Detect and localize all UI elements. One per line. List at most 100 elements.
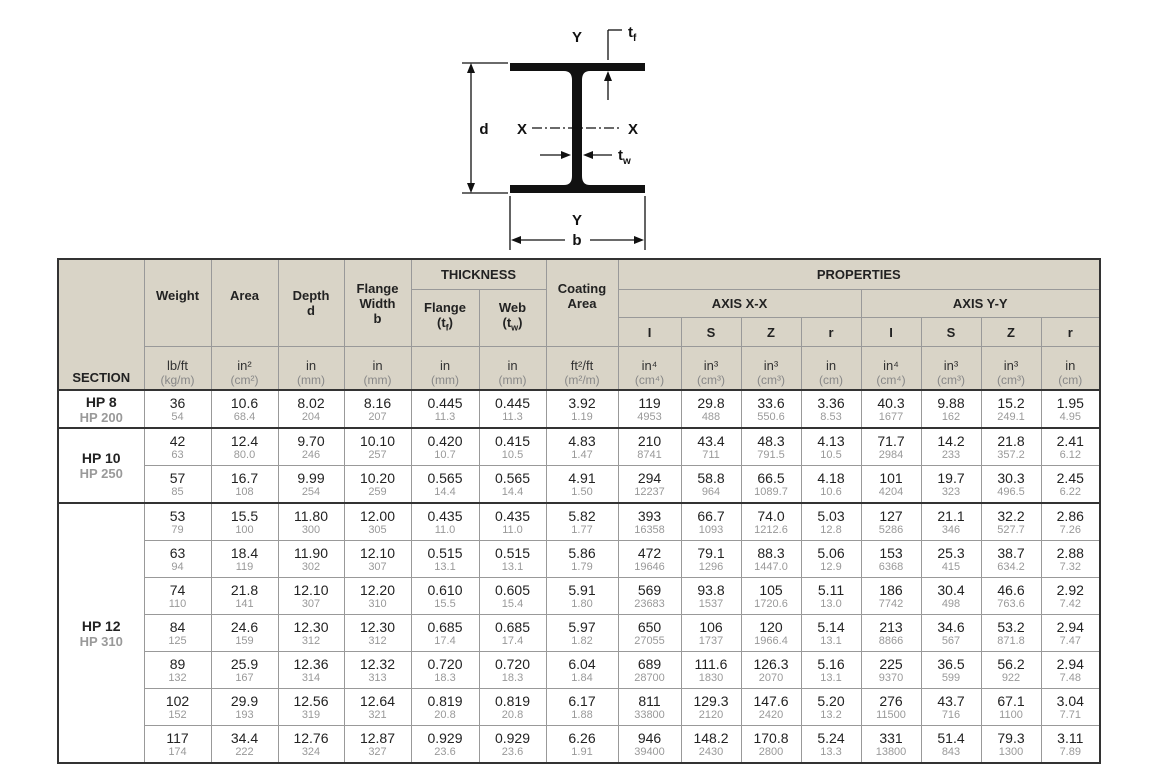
value: 66.7 bbox=[697, 508, 725, 524]
beam-diagram: Y Y X X d b tf tw bbox=[462, 24, 646, 250]
value-metric: 1089.7 bbox=[754, 486, 788, 498]
section-name: HP 10 bbox=[81, 450, 121, 466]
data-cell: 102 152 bbox=[143, 688, 212, 726]
data-cell: 9.88 162 bbox=[920, 389, 982, 429]
data-cell: 225 9370 bbox=[860, 651, 922, 689]
value: 147.6 bbox=[753, 693, 789, 709]
value-metric: 843 bbox=[941, 746, 961, 758]
value-metric: 19646 bbox=[634, 561, 665, 573]
value-metric: 711 bbox=[702, 449, 720, 461]
table-row: 84 125 24.6 159 12.30 312 12.30 312 0.685 17.4 0.6… bbox=[58, 614, 1101, 652]
value-metric: 1737 bbox=[698, 635, 724, 647]
value: 14.2 bbox=[937, 433, 965, 449]
data-cell: 43.4 711 bbox=[680, 427, 742, 466]
value: 811 bbox=[638, 693, 661, 709]
header-cell: S bbox=[920, 317, 982, 347]
data-cell: 0.610 15.5 bbox=[410, 577, 480, 615]
value-metric: 922 bbox=[1001, 672, 1021, 684]
value-metric: 4953 bbox=[637, 411, 662, 423]
unit-cell: in⁴ (cm⁴) bbox=[617, 346, 682, 391]
section-cell: HP 10 HP 250 bbox=[57, 427, 145, 504]
unit-cell: in (cm) bbox=[800, 346, 862, 391]
header-symbol: (tw) bbox=[480, 315, 546, 336]
header-cell: r bbox=[800, 317, 862, 347]
value-metric: 68.4 bbox=[233, 411, 256, 423]
value-metric: 2120 bbox=[698, 709, 724, 721]
data-cell: 89 132 bbox=[143, 651, 212, 689]
data-cell: 0.685 17.4 bbox=[410, 614, 480, 652]
value: 2.92 bbox=[1056, 582, 1084, 598]
value-metric: 13.1 bbox=[434, 561, 456, 573]
value: 89 bbox=[169, 656, 186, 672]
header-cell: Flange (tf) bbox=[410, 289, 480, 347]
unit: lb/ft bbox=[167, 358, 188, 373]
header-text: Coating bbox=[557, 280, 607, 296]
value-metric: 12.8 bbox=[820, 524, 842, 536]
value-metric: 79 bbox=[171, 524, 184, 536]
value-metric: 1.82 bbox=[571, 635, 593, 647]
value-metric: 8741 bbox=[637, 449, 662, 461]
value-metric: 871.8 bbox=[997, 635, 1025, 647]
value: 106 bbox=[699, 619, 723, 635]
value-metric: 2420 bbox=[758, 709, 784, 721]
value: 4.13 bbox=[817, 433, 845, 449]
unit-cell: in² (cm²) bbox=[210, 346, 279, 391]
data-cell: 9.99 254 bbox=[277, 465, 345, 504]
value-metric: 108 bbox=[235, 486, 254, 498]
value: 12.56 bbox=[293, 693, 329, 709]
value-metric: 7.42 bbox=[1059, 598, 1081, 610]
dimension-label: tf bbox=[628, 24, 637, 44]
unit-cell: in (mm) bbox=[478, 346, 547, 391]
data-cell: 66.7 1093 bbox=[680, 502, 742, 541]
value: 12.30 bbox=[293, 619, 329, 635]
value-metric: 8866 bbox=[878, 635, 904, 647]
data-cell: 126.3 2070 bbox=[740, 651, 802, 689]
value: 12.00 bbox=[359, 508, 396, 524]
value-metric: 1966.4 bbox=[754, 635, 788, 647]
data-cell: 11.80 300 bbox=[277, 502, 345, 541]
data-cell: 33.6 550.6 bbox=[740, 389, 802, 429]
unit-cell: ft²/ft (m²/m) bbox=[545, 346, 619, 391]
value: 119 bbox=[638, 395, 661, 411]
value: 6.17 bbox=[568, 693, 596, 709]
data-cell: 2.92 7.42 bbox=[1040, 577, 1101, 615]
value: 0.685 bbox=[494, 619, 531, 635]
header-cell: Z bbox=[740, 317, 802, 347]
value-metric: 307 bbox=[301, 598, 321, 610]
value: 43.4 bbox=[697, 433, 725, 449]
header-text: (t bbox=[436, 315, 446, 331]
value: 2.41 bbox=[1056, 433, 1084, 449]
data-cell: 12.4 80.0 bbox=[210, 427, 279, 466]
data-cell: 74.0 1212.6 bbox=[740, 502, 802, 541]
data-cell: 5.06 12.9 bbox=[800, 540, 862, 578]
header-cell: SECTION bbox=[57, 258, 145, 391]
value: 569 bbox=[637, 582, 662, 598]
header-cell: PROPERTIES bbox=[617, 258, 1101, 290]
data-cell: 3.92 1.19 bbox=[545, 389, 619, 429]
value-metric: 1.88 bbox=[571, 709, 593, 721]
data-cell: 0.565 14.4 bbox=[478, 465, 547, 504]
value: 34.4 bbox=[230, 730, 259, 746]
value-metric: 11.0 bbox=[434, 524, 456, 536]
value-metric: 13.1 bbox=[820, 672, 842, 684]
data-cell: 147.6 2420 bbox=[740, 688, 802, 726]
unit-cell: in⁴ (cm⁴) bbox=[860, 346, 922, 391]
value-metric: 302 bbox=[301, 561, 321, 573]
unit-metric: (cm³) bbox=[937, 373, 965, 387]
value-metric: 10.5 bbox=[820, 449, 842, 461]
value-metric: 498 bbox=[941, 598, 961, 610]
data-cell: 111.6 1830 bbox=[680, 651, 742, 689]
data-cell: 2.88 7.32 bbox=[1040, 540, 1101, 578]
value-metric: 125 bbox=[168, 635, 187, 647]
data-cell: 5.86 1.79 bbox=[545, 540, 619, 578]
data-cell: 5.91 1.80 bbox=[545, 577, 619, 615]
data-cell: 0.929 23.6 bbox=[410, 725, 480, 764]
value-metric: 305 bbox=[368, 524, 387, 536]
data-cell: 213 8866 bbox=[860, 614, 922, 652]
value-metric: 1.84 bbox=[571, 672, 593, 684]
unit-metric: (mm) bbox=[363, 373, 392, 387]
value-metric: 28700 bbox=[634, 672, 665, 684]
value: 10.20 bbox=[359, 470, 396, 486]
unit: in bbox=[439, 358, 451, 373]
